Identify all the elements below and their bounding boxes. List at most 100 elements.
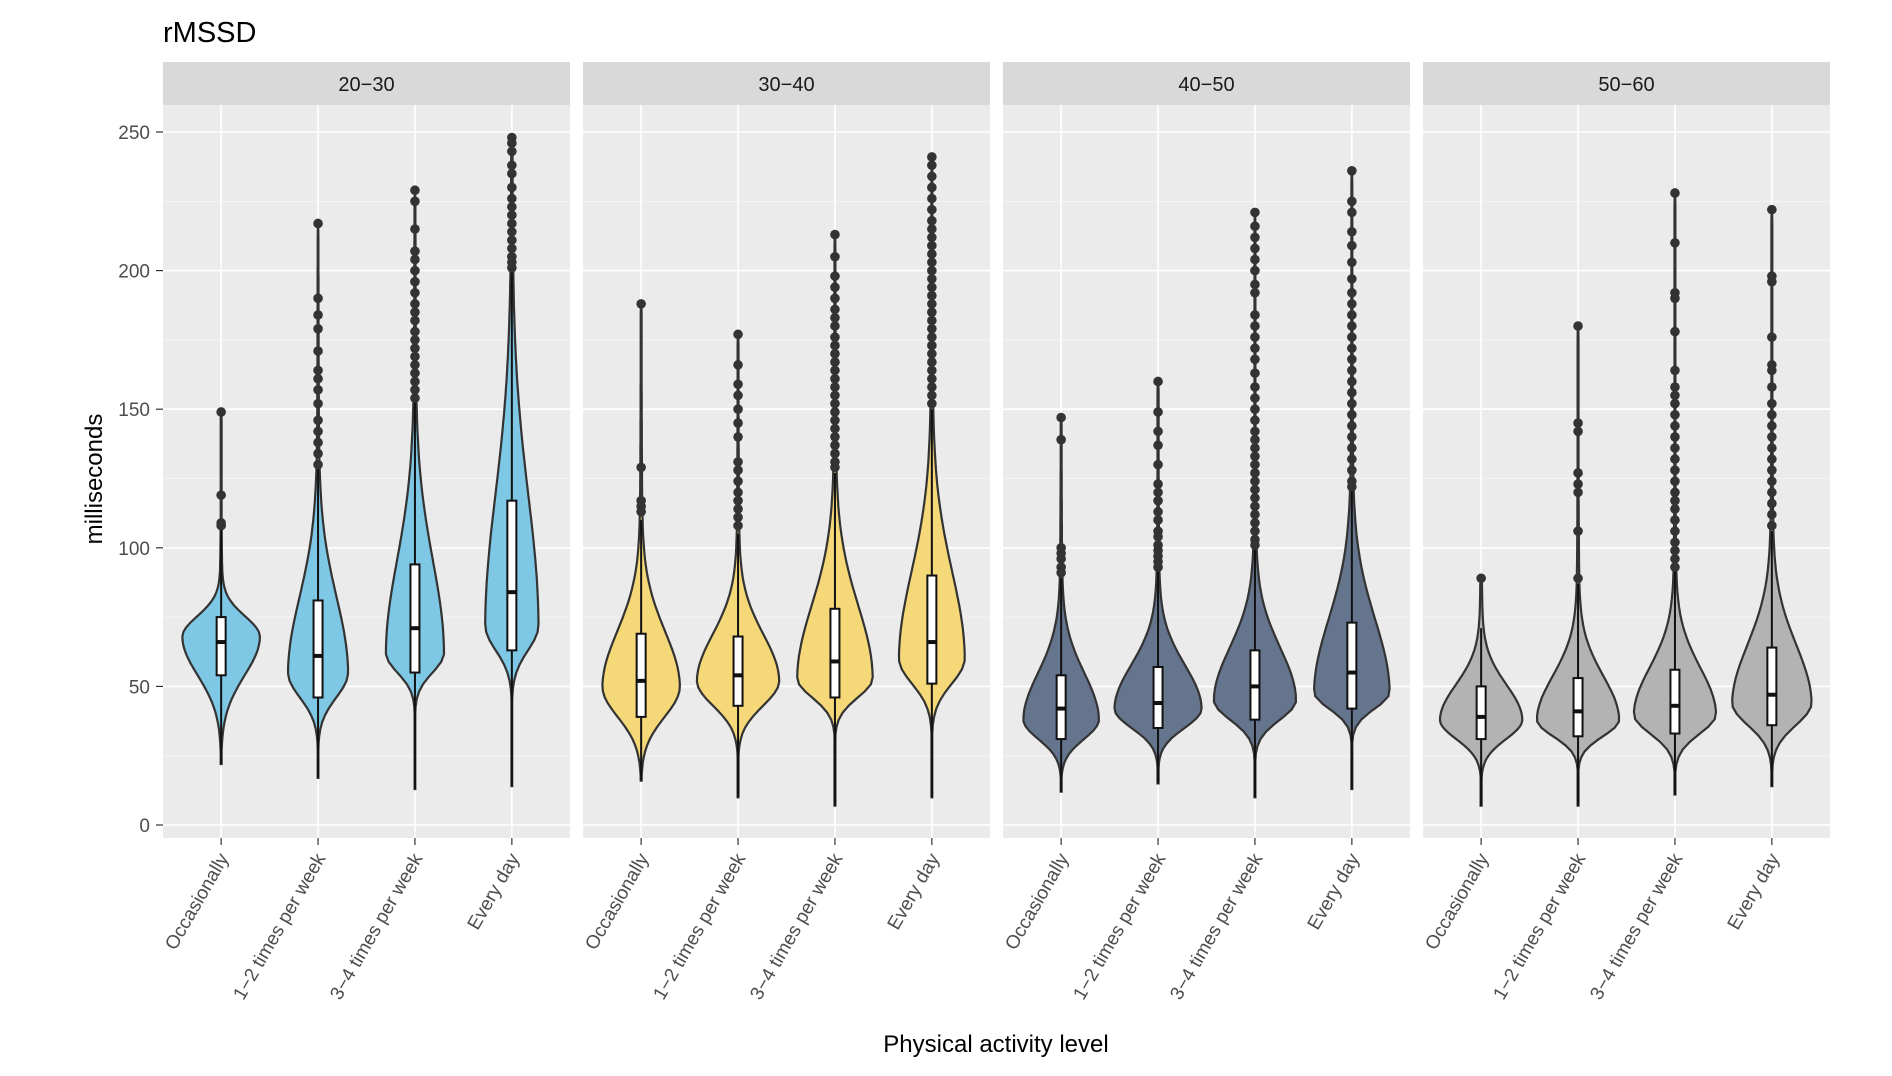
outlier-point bbox=[410, 265, 420, 276]
outlier-point bbox=[927, 240, 937, 251]
outlier-point bbox=[1670, 238, 1680, 248]
y-axis: 0 50 100 150 200 250 bbox=[118, 123, 163, 837]
outlier-point bbox=[1056, 434, 1066, 445]
outlier-point bbox=[830, 432, 840, 442]
outlier-point bbox=[410, 376, 420, 387]
outlier-point bbox=[636, 299, 646, 309]
outlier-point bbox=[1767, 365, 1777, 376]
outlier-point bbox=[1347, 432, 1357, 442]
outlier-point bbox=[1153, 426, 1163, 437]
outlier-point bbox=[1250, 509, 1260, 520]
box-iqr bbox=[409, 563, 421, 674]
outlier-point bbox=[216, 407, 226, 417]
outlier-point bbox=[1347, 454, 1357, 464]
outlier-point bbox=[313, 426, 323, 437]
outlier-point bbox=[1250, 518, 1260, 528]
outlier-point bbox=[1250, 221, 1260, 232]
outlier-point bbox=[1153, 487, 1163, 498]
outlier-point bbox=[830, 348, 840, 359]
y-tick-label: 150 bbox=[118, 400, 150, 421]
outlier-point bbox=[927, 348, 937, 359]
x-tick-label: 3−4 times per week bbox=[1586, 850, 1687, 1004]
outlier-point bbox=[830, 423, 840, 434]
outlier-point bbox=[410, 393, 420, 403]
outlier-point bbox=[733, 457, 743, 467]
outlier-point bbox=[927, 182, 937, 193]
outlier-point bbox=[733, 512, 743, 523]
outlier-point bbox=[1347, 465, 1357, 475]
outlier-point bbox=[507, 168, 517, 179]
outlier-point bbox=[507, 146, 517, 157]
outlier-point bbox=[216, 520, 226, 531]
outlier-point bbox=[1250, 265, 1260, 276]
outlier-point bbox=[1670, 515, 1680, 525]
outlier-point bbox=[830, 390, 840, 401]
outlier-point bbox=[1670, 188, 1680, 198]
x-tick-label: Every day bbox=[1304, 850, 1365, 934]
outlier-point bbox=[1056, 412, 1066, 423]
outlier-point bbox=[733, 404, 743, 415]
x-tick-label: Occasionally bbox=[1421, 850, 1493, 954]
box-iqr bbox=[215, 616, 227, 677]
outlier-point bbox=[1347, 376, 1357, 387]
x-tick-label: 1−2 times per week bbox=[650, 850, 751, 1004]
outlier-point bbox=[1347, 343, 1357, 354]
outlier-point bbox=[1670, 554, 1680, 564]
outlier-point bbox=[1347, 196, 1357, 207]
outlier-point bbox=[1153, 495, 1163, 506]
outlier-point bbox=[1250, 243, 1260, 254]
outlier-point bbox=[1250, 493, 1260, 503]
outlier-point bbox=[410, 343, 420, 354]
outlier-point bbox=[927, 390, 937, 401]
outlier-point bbox=[733, 360, 743, 370]
outlier-point bbox=[927, 382, 937, 392]
outlier-point bbox=[1767, 498, 1777, 509]
y-tick-label: 200 bbox=[118, 262, 150, 283]
outlier-point bbox=[410, 246, 420, 256]
outlier-point bbox=[927, 224, 937, 234]
outlier-point bbox=[1250, 279, 1260, 290]
outlier-point bbox=[830, 365, 840, 376]
outlier-point bbox=[830, 398, 840, 409]
y-tick-label: 50 bbox=[129, 677, 150, 698]
outlier-point bbox=[1670, 382, 1680, 392]
outlier-point bbox=[1670, 465, 1680, 475]
outlier-point bbox=[410, 360, 420, 370]
outlier-point bbox=[410, 196, 420, 207]
outlier-point bbox=[1250, 354, 1260, 365]
outlier-point bbox=[830, 304, 840, 315]
outlier-point bbox=[1153, 562, 1163, 573]
x-axis-title: Physical activity level bbox=[883, 1031, 1108, 1058]
x-tick-label: 1−2 times per week bbox=[1490, 850, 1591, 1004]
outlier-point bbox=[927, 365, 937, 376]
outlier-point bbox=[313, 384, 323, 395]
outlier-point bbox=[1670, 504, 1680, 514]
outlier-point bbox=[313, 324, 323, 334]
outlier-point bbox=[733, 390, 743, 401]
outlier-point bbox=[1250, 526, 1260, 536]
outlier-point bbox=[410, 368, 420, 378]
outlier-point bbox=[1250, 382, 1260, 392]
outlier-point bbox=[313, 373, 323, 384]
x-tick-label: 3−4 times per week bbox=[746, 850, 847, 1004]
outlier-point bbox=[1056, 554, 1066, 564]
box-iqr bbox=[312, 599, 324, 699]
outlier-point bbox=[830, 440, 840, 451]
box-iqr bbox=[1152, 665, 1164, 729]
box-iqr bbox=[1766, 646, 1778, 727]
outlier-point bbox=[1250, 459, 1260, 470]
outlier-point bbox=[636, 506, 646, 517]
facet-strip-label: 30−40 bbox=[758, 74, 814, 96]
outlier-point bbox=[1670, 476, 1680, 487]
x-tick-label: Occasionally bbox=[581, 850, 653, 954]
outlier-point bbox=[1347, 166, 1357, 176]
facet-strip bbox=[1423, 62, 1830, 105]
outlier-point bbox=[830, 321, 840, 331]
box-iqr bbox=[1475, 685, 1487, 741]
outlier-point bbox=[636, 462, 646, 473]
outlier-point bbox=[507, 193, 517, 204]
